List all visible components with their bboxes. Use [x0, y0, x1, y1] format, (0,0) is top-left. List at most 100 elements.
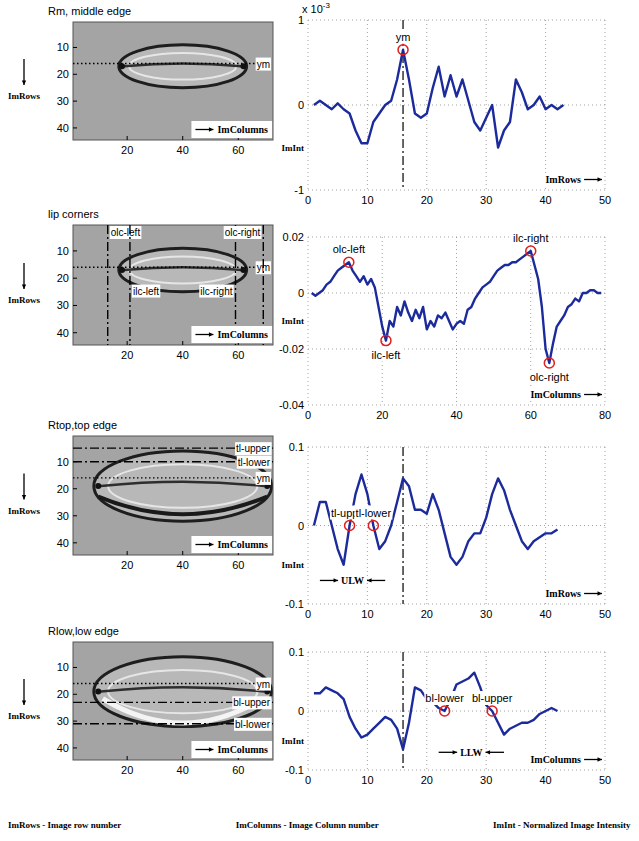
- label-patch: [224, 226, 262, 239]
- label-patch: [199, 285, 233, 298]
- y-tick-label: -0.04: [279, 399, 304, 411]
- y-tick-label: 1: [298, 14, 304, 26]
- label-patch: [424, 691, 465, 705]
- h-line-label: ym: [257, 679, 270, 690]
- v-line-label: ilc-right: [200, 286, 232, 297]
- y-tick-label: 40: [57, 742, 69, 754]
- label-patch: [110, 226, 142, 239]
- y-grid-line: [308, 237, 605, 238]
- y-grid-line: [308, 105, 605, 106]
- arrow-head: [209, 747, 214, 751]
- y-tick-label: -0.02: [279, 343, 304, 355]
- x-axis-label: ImColumns: [530, 754, 581, 765]
- x-tick-label: 20: [421, 774, 433, 786]
- x-tick-label: 20: [376, 409, 388, 421]
- x-tick-label: 40: [539, 608, 551, 620]
- y-tick-label: 40: [57, 327, 69, 339]
- annotation-marker: [345, 521, 355, 531]
- y-tick-label: 0.02: [283, 231, 304, 243]
- x-tick-label: 30: [480, 194, 492, 206]
- lip-inner: [129, 256, 236, 283]
- image-panel: 20406010203040ymbl-upperbl-lowerImColumn…: [8, 625, 273, 776]
- v-line-label: olc-right: [225, 227, 261, 238]
- label-patch: [544, 587, 582, 600]
- y-grid-line: [308, 405, 605, 406]
- x-grid-line: [545, 20, 546, 190]
- x-tick-label: 20: [421, 194, 433, 206]
- x-grid-line: [426, 20, 427, 190]
- label-patch: [340, 574, 365, 587]
- label-patch: [256, 472, 271, 485]
- x-axis-arrow: [584, 392, 602, 396]
- x-axis-label: ImColumns: [217, 539, 268, 550]
- image-frame: [73, 22, 273, 140]
- x-tick-label: 20: [121, 144, 133, 156]
- x-grid-line: [486, 20, 487, 190]
- y-tick-label: -0.1: [285, 764, 304, 776]
- label-patch: [256, 58, 271, 71]
- footer-note: ImRows - Image row number: [8, 820, 121, 830]
- x-tick-label: 60: [525, 409, 537, 421]
- data-line: [314, 474, 558, 564]
- label-patch: [512, 231, 549, 245]
- y-grid-line: [308, 349, 605, 350]
- line-chart: 01020304050-101ymImRowsImIntx 10-3: [281, 1, 611, 206]
- y-tick-label: 30: [57, 715, 69, 727]
- span-arrow: [320, 578, 338, 582]
- annotation-label: ilc-left: [372, 349, 401, 361]
- y-tick: [73, 74, 77, 75]
- footer: ImRows - Image row numberImColumns - Ima…: [8, 820, 631, 830]
- lip-inner: [129, 53, 236, 80]
- h-line-label: ym: [257, 59, 270, 70]
- lip-corner-spot: [95, 689, 101, 695]
- annotation-marker: [487, 706, 497, 716]
- label-patch: [355, 506, 393, 520]
- annotation-label: ilc-right: [513, 232, 548, 244]
- data-line: [314, 50, 563, 148]
- y-axis-label: ImInt: [281, 143, 304, 153]
- y-grid-line: [308, 20, 605, 21]
- y-tick-label: 10: [57, 41, 69, 53]
- y-tick-label: 0: [298, 520, 304, 532]
- lip-corner-spot: [95, 483, 101, 489]
- y-tick: [73, 721, 77, 722]
- y-tick: [73, 127, 77, 128]
- x-tick-label: 20: [421, 608, 433, 620]
- x-tick-label: 0: [305, 194, 311, 206]
- arrow-head: [22, 700, 26, 705]
- annotation-marker: [440, 706, 450, 716]
- x-tick: [182, 136, 183, 140]
- annotation-marker: [544, 358, 554, 368]
- annotation-labels: bl-lowerbl-upperLLWImColumns: [424, 691, 602, 766]
- x-grid-line: [605, 237, 606, 405]
- panel-title: Rlow,low edge: [48, 625, 119, 637]
- span-arrow: [439, 750, 457, 754]
- annotation-label: tl-lower: [356, 507, 392, 519]
- y-grid-line: [308, 604, 605, 605]
- x-axis-arrow: [584, 591, 602, 595]
- y-axis-arrow: [22, 474, 26, 500]
- label-patch: [232, 696, 271, 709]
- panel-title: Rm, middle edge: [48, 5, 131, 17]
- y-tick: [73, 278, 77, 279]
- arrow-head: [22, 495, 26, 500]
- x-tick-label: 40: [539, 194, 551, 206]
- image-ground: [73, 225, 273, 345]
- y-tick: [73, 101, 77, 102]
- y-tick-label: 10: [57, 245, 69, 257]
- x-axis-arrow: [584, 177, 602, 181]
- image-ground: [73, 22, 273, 140]
- lip-upper-band: [98, 497, 267, 515]
- y-axis-label: ImInt: [281, 736, 304, 746]
- label-patch: [132, 285, 160, 298]
- span-arrow: [367, 578, 385, 582]
- y-tick-label: 20: [57, 272, 69, 284]
- line-chart: 01020304050-0.100.1tl-uppertl-lowerULWIm…: [281, 441, 611, 620]
- y-tick: [73, 305, 77, 306]
- x-tick-label: 0: [305, 774, 311, 786]
- lip-inner: [108, 464, 257, 508]
- label-patch: [234, 718, 272, 731]
- x-axis-label: ImColumns: [217, 744, 268, 755]
- y-axis-arrow: [22, 679, 26, 705]
- x-grid-line: [545, 447, 546, 604]
